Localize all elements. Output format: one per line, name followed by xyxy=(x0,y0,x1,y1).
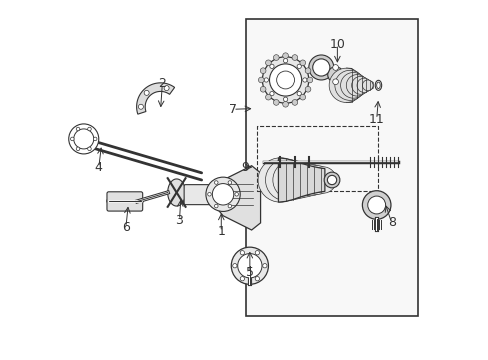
Circle shape xyxy=(308,55,333,80)
Circle shape xyxy=(346,75,367,96)
Circle shape xyxy=(328,68,363,103)
Circle shape xyxy=(262,57,308,103)
Text: 10: 10 xyxy=(329,38,345,51)
Circle shape xyxy=(74,129,94,149)
Circle shape xyxy=(260,68,265,73)
Circle shape xyxy=(269,64,273,68)
Polygon shape xyxy=(346,68,372,103)
FancyBboxPatch shape xyxy=(246,19,417,316)
Circle shape xyxy=(262,264,266,268)
Circle shape xyxy=(291,55,297,60)
Polygon shape xyxy=(214,166,260,230)
Circle shape xyxy=(309,167,336,193)
FancyBboxPatch shape xyxy=(107,192,142,211)
Circle shape xyxy=(283,59,287,63)
Circle shape xyxy=(334,70,364,100)
FancyBboxPatch shape xyxy=(184,185,215,204)
Circle shape xyxy=(324,172,339,188)
Text: 11: 11 xyxy=(368,113,384,126)
Circle shape xyxy=(265,94,271,100)
Circle shape xyxy=(356,78,370,93)
Text: 9: 9 xyxy=(241,161,249,174)
Circle shape xyxy=(144,90,149,95)
Circle shape xyxy=(237,253,262,278)
Circle shape xyxy=(214,204,218,208)
Circle shape xyxy=(87,127,91,131)
Circle shape xyxy=(273,100,279,105)
Circle shape xyxy=(269,91,273,96)
Circle shape xyxy=(207,193,211,196)
Text: 6: 6 xyxy=(122,221,130,234)
Circle shape xyxy=(258,77,264,83)
Circle shape xyxy=(305,86,310,92)
Circle shape xyxy=(299,94,305,100)
Circle shape xyxy=(240,251,244,255)
Circle shape xyxy=(332,79,338,85)
Circle shape xyxy=(232,264,237,268)
Circle shape xyxy=(227,204,231,208)
Circle shape xyxy=(282,53,288,59)
Circle shape xyxy=(164,86,169,91)
Circle shape xyxy=(240,276,244,281)
Circle shape xyxy=(87,147,91,150)
Circle shape xyxy=(297,64,301,68)
Circle shape xyxy=(255,276,259,281)
Circle shape xyxy=(305,68,310,73)
Ellipse shape xyxy=(376,82,380,89)
Circle shape xyxy=(362,191,390,219)
Circle shape xyxy=(283,97,287,102)
Text: 7: 7 xyxy=(228,103,237,116)
Circle shape xyxy=(69,124,99,154)
Circle shape xyxy=(299,60,305,66)
Polygon shape xyxy=(278,158,324,202)
Circle shape xyxy=(234,193,238,196)
Circle shape xyxy=(362,80,372,91)
Polygon shape xyxy=(136,83,174,114)
Circle shape xyxy=(276,71,294,89)
Circle shape xyxy=(231,247,268,284)
Circle shape xyxy=(294,164,326,196)
Circle shape xyxy=(260,86,265,92)
Circle shape xyxy=(367,196,385,214)
Circle shape xyxy=(297,91,301,96)
Circle shape xyxy=(280,162,316,198)
Circle shape xyxy=(76,147,80,150)
Text: 4: 4 xyxy=(95,161,102,174)
Text: 5: 5 xyxy=(245,266,253,279)
Circle shape xyxy=(272,161,311,199)
Circle shape xyxy=(287,163,321,197)
Circle shape xyxy=(265,159,306,201)
Circle shape xyxy=(306,77,312,83)
Circle shape xyxy=(340,72,366,98)
Circle shape xyxy=(76,127,80,131)
Circle shape xyxy=(326,175,336,185)
Circle shape xyxy=(282,102,288,107)
Circle shape xyxy=(291,100,297,105)
Circle shape xyxy=(93,137,97,141)
Circle shape xyxy=(312,59,329,76)
Circle shape xyxy=(351,76,369,94)
Ellipse shape xyxy=(374,80,381,90)
Circle shape xyxy=(327,67,343,82)
Circle shape xyxy=(302,78,306,82)
Circle shape xyxy=(264,78,268,82)
Circle shape xyxy=(214,181,218,184)
Circle shape xyxy=(265,60,271,66)
Circle shape xyxy=(205,177,240,211)
Circle shape xyxy=(227,181,231,184)
Circle shape xyxy=(255,251,259,255)
Text: 8: 8 xyxy=(387,216,395,229)
Circle shape xyxy=(269,64,301,96)
Circle shape xyxy=(332,64,338,70)
Circle shape xyxy=(138,104,143,109)
Text: 3: 3 xyxy=(175,213,183,226)
Polygon shape xyxy=(167,179,185,206)
Circle shape xyxy=(258,158,302,202)
Circle shape xyxy=(302,166,331,194)
Circle shape xyxy=(273,55,279,60)
Circle shape xyxy=(70,137,74,141)
Text: 2: 2 xyxy=(158,77,166,90)
Text: 1: 1 xyxy=(217,225,225,238)
Circle shape xyxy=(212,184,233,205)
